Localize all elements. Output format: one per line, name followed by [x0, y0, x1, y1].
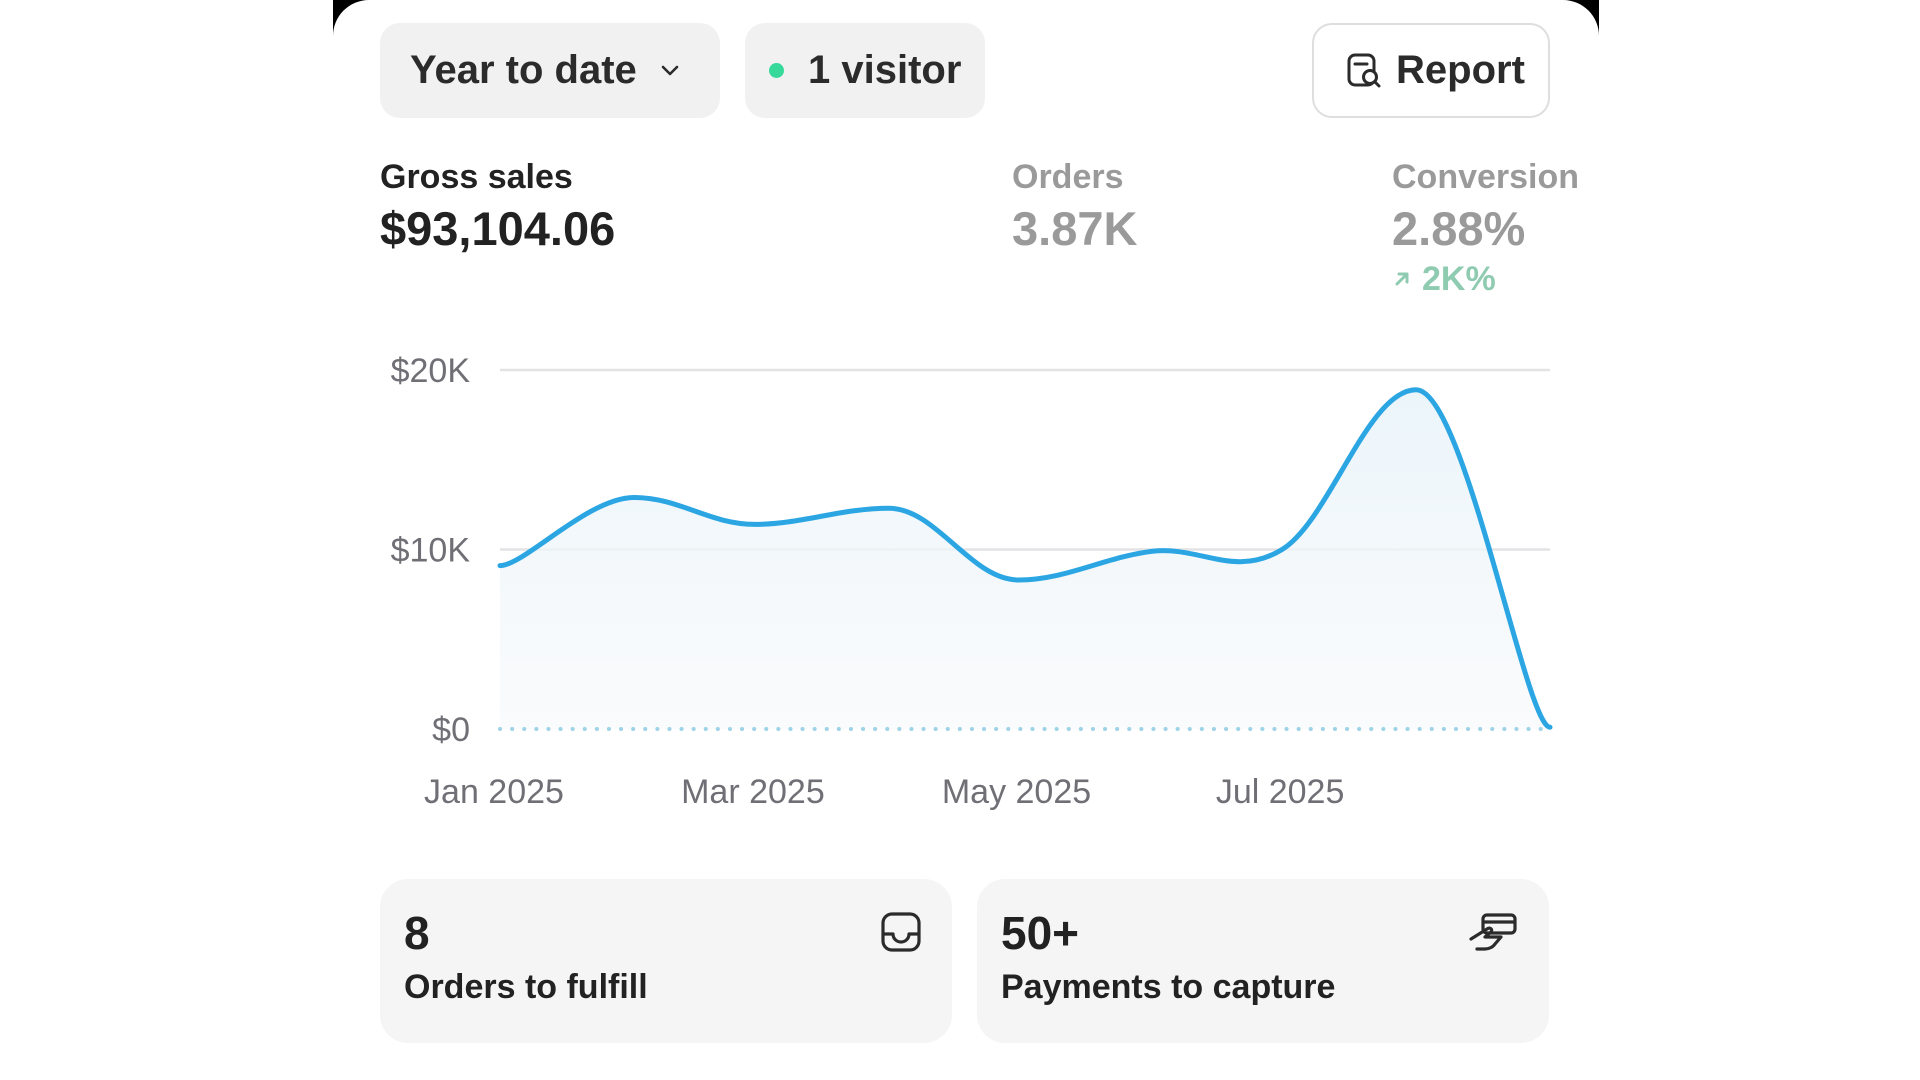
- x-tick-label: Jan 2025: [424, 773, 564, 811]
- x-tick-label: Mar 2025: [681, 773, 825, 811]
- metric-conversion[interactable]: Conversion 2.88% 2K%: [1392, 155, 1579, 299]
- orders-to-fulfill-caption: Orders to fulfill: [404, 968, 648, 1006]
- chevron-down-icon: [661, 65, 679, 75]
- sales-data-point[interactable]: [490, 556, 510, 576]
- conversion-delta: 2K%: [1392, 259, 1579, 299]
- report-search-icon: [1347, 53, 1381, 87]
- x-tick-label: May 2025: [942, 773, 1091, 811]
- sales-line[interactable]: [497, 387, 1553, 730]
- sales-data-point[interactable]: [624, 487, 644, 507]
- y-tick-label: $10K: [391, 532, 471, 570]
- gross-sales-label: Gross sales: [380, 158, 573, 196]
- orders-value: 3.87K: [1012, 202, 1138, 255]
- y-tick-label: $0: [432, 711, 470, 749]
- date-range-selector[interactable]: Year to date: [380, 23, 720, 118]
- sales-data-point[interactable]: [1009, 570, 1029, 590]
- sales-data-point[interactable]: [1142, 541, 1162, 561]
- arrow-up-right-icon: [1395, 272, 1409, 286]
- metric-gross-sales[interactable]: Gross sales $93,104.06: [380, 155, 615, 259]
- conversion-delta-value: 2K%: [1422, 260, 1496, 298]
- dashboard-toolbar: Year to date 1 visitor Report: [0, 0, 1920, 130]
- payments-to-capture-count: 50+: [1001, 907, 1080, 959]
- sales-data-point[interactable]: [745, 514, 765, 534]
- payments-to-capture-card[interactable]: 50+ Payments to capture: [977, 879, 1549, 1043]
- sales-area: [500, 389, 1550, 729]
- frame-corner-right: [1563, 0, 1599, 36]
- visitors-label: 1 visitor: [808, 48, 962, 92]
- live-dot-icon: [769, 63, 784, 78]
- metric-orders[interactable]: Orders 3.87K: [1012, 155, 1137, 259]
- x-tick-label: Jul 2025: [1216, 773, 1345, 811]
- frame-corner-left: [333, 0, 369, 36]
- hand-payment-icon: [1469, 913, 1517, 951]
- conversion-label: Conversion: [1392, 158, 1580, 196]
- sales-data-point[interactable]: [1272, 540, 1292, 560]
- live-visitors-button[interactable]: 1 visitor: [745, 23, 985, 118]
- orders-to-fulfill-card[interactable]: 8 Orders to fulfill: [380, 879, 952, 1043]
- sales-data-point[interactable]: [879, 498, 899, 518]
- gross-sales-chart: $0 $10K $20K Jan 2025 Mar 2025 May 2025 Jul 20…: [391, 352, 1560, 811]
- date-range-label: Year to date: [410, 48, 637, 92]
- conversion-value: 2.88%: [1392, 202, 1526, 255]
- y-tick-label: $20K: [391, 352, 471, 390]
- inbox-tray-icon: [881, 912, 921, 952]
- payments-to-capture-caption: Payments to capture: [1001, 968, 1336, 1006]
- report-button[interactable]: Report: [1312, 23, 1550, 118]
- report-label: Report: [1396, 48, 1525, 92]
- sales-data-point[interactable]: [1540, 717, 1560, 737]
- sales-data-point[interactable]: [1406, 380, 1426, 400]
- orders-label: Orders: [1012, 158, 1124, 196]
- orders-to-fulfill-count: 8: [404, 907, 430, 959]
- gross-sales-value: $93,104.06: [380, 202, 616, 255]
